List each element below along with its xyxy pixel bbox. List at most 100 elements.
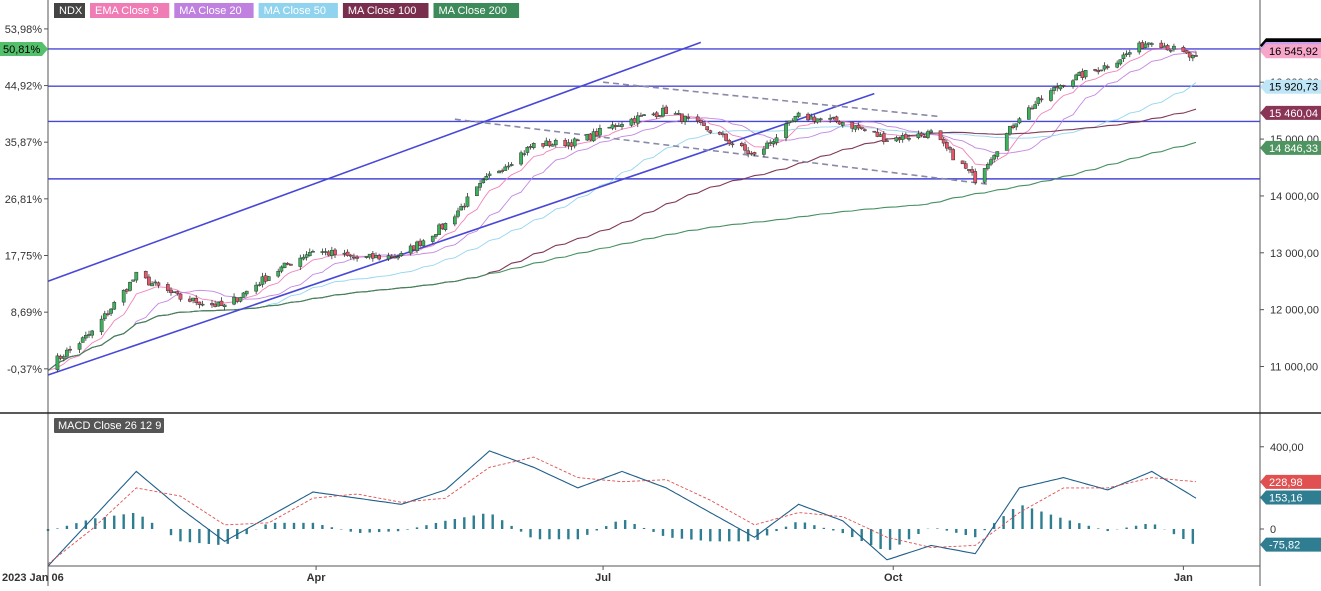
macd-histogram-bar [454, 519, 456, 529]
candle-body [993, 155, 996, 159]
candle-body [501, 171, 504, 172]
macd-histogram-bar [56, 528, 58, 529]
candle-body [466, 197, 469, 207]
legend-item-4: MA Close 100 [343, 3, 429, 18]
legend-item-label: MA Close 100 [348, 5, 416, 17]
macd-histogram-bar [747, 529, 749, 541]
macd-histogram-bar [719, 529, 721, 541]
price-tag-label: 14 846,33 [1269, 143, 1318, 155]
candle-body [917, 134, 920, 138]
candle-body [242, 293, 245, 298]
macd-histogram-bar [889, 529, 891, 550]
candle-body [775, 138, 778, 143]
candle-body [1027, 108, 1030, 120]
candle-body [639, 116, 642, 117]
candle-body [255, 285, 258, 291]
candle-body [753, 152, 756, 154]
candle-body [365, 256, 368, 257]
right-axis-label: 13 000,00 [1270, 248, 1319, 260]
candle-body [806, 114, 809, 120]
macd-histogram-bar [860, 529, 862, 541]
candle-body [393, 257, 396, 258]
candle-body [882, 134, 885, 142]
candle-body [103, 314, 106, 319]
candle-body [564, 140, 567, 146]
left-axis-label: 35,87% [5, 137, 43, 149]
candle-body [56, 356, 59, 370]
candle-body [147, 277, 150, 285]
candle-body [245, 291, 248, 294]
candle-body [349, 255, 352, 256]
candle-body [106, 314, 109, 315]
macd-histogram-bar [1069, 520, 1071, 529]
candle-body [576, 140, 579, 141]
candle-body [324, 251, 327, 252]
candle-body [687, 117, 690, 118]
candle-body [630, 119, 633, 125]
candle-body [633, 118, 636, 122]
candle-body [1166, 45, 1169, 50]
candle-body [747, 151, 750, 154]
candle-body [277, 271, 280, 276]
candle-body [1040, 99, 1043, 100]
macd-histogram-bar [444, 521, 446, 529]
macd-histogram-bar [690, 529, 692, 540]
macd-histogram-bar [368, 529, 370, 533]
candle-body [1049, 91, 1052, 101]
macd-histogram-bar [681, 529, 683, 539]
macd-histogram-bar [1106, 529, 1108, 531]
candle-body [1005, 133, 1008, 150]
candle-body [967, 169, 970, 170]
candle-body [885, 141, 888, 142]
macd-histogram-bar [132, 513, 134, 529]
macd-histogram-bar [870, 529, 872, 545]
candle-body [59, 356, 62, 358]
candle-body [989, 160, 992, 164]
legend-item-5: MA Close 200 [434, 3, 520, 18]
candle-body [1150, 44, 1153, 45]
macd-histogram-bar [946, 529, 948, 531]
macd-value-tag: 153,16 [1260, 491, 1321, 505]
candle-body [191, 298, 194, 300]
left-axis-label: 44,92% [5, 81, 43, 93]
candle-body [352, 257, 355, 258]
candle-body [485, 176, 488, 180]
candle-body [173, 292, 176, 293]
candle-body [740, 143, 743, 145]
candle-body [948, 147, 951, 149]
candle-body [434, 234, 437, 236]
candle-body [1015, 124, 1018, 127]
price-tag: 14 846,33 [1260, 141, 1321, 155]
price-tag: 15 920,73 [1260, 80, 1321, 94]
macd-histogram-bar [1192, 529, 1194, 544]
candle-body [419, 241, 422, 246]
candle-body [214, 304, 217, 307]
price-tag-label: 15 460,04 [1269, 108, 1318, 120]
candle-body [412, 246, 415, 250]
candle-body [504, 167, 507, 171]
candle-body [863, 130, 866, 131]
macd-histogram-bar [1097, 528, 1099, 529]
macd-value-tag-label: 228,98 [1269, 477, 1303, 489]
macd-histogram-bar [387, 529, 389, 532]
macd-histogram-bar [264, 524, 266, 529]
candle-body [125, 289, 128, 291]
candle-body [497, 171, 500, 173]
candle-body [87, 334, 90, 335]
candle-body [308, 252, 311, 255]
x-axis-label: 2023 Jan 06 [2, 572, 64, 584]
right-axis-label: 11 000,00 [1270, 362, 1318, 374]
candle-body [876, 132, 879, 136]
candle-body [655, 113, 658, 117]
candle-body [665, 107, 668, 114]
candle-body [1011, 126, 1014, 128]
macd-histogram-bar [908, 529, 910, 539]
macd-histogram-bar [955, 529, 957, 533]
x-axis-label: Oct [884, 572, 903, 584]
candle-body [661, 108, 664, 116]
candle-body [835, 117, 838, 122]
macd-histogram-bar [283, 523, 285, 529]
left-axis-label: 53,98% [5, 24, 43, 36]
candle-body [321, 252, 324, 253]
macd-histogram-bar [879, 529, 881, 549]
